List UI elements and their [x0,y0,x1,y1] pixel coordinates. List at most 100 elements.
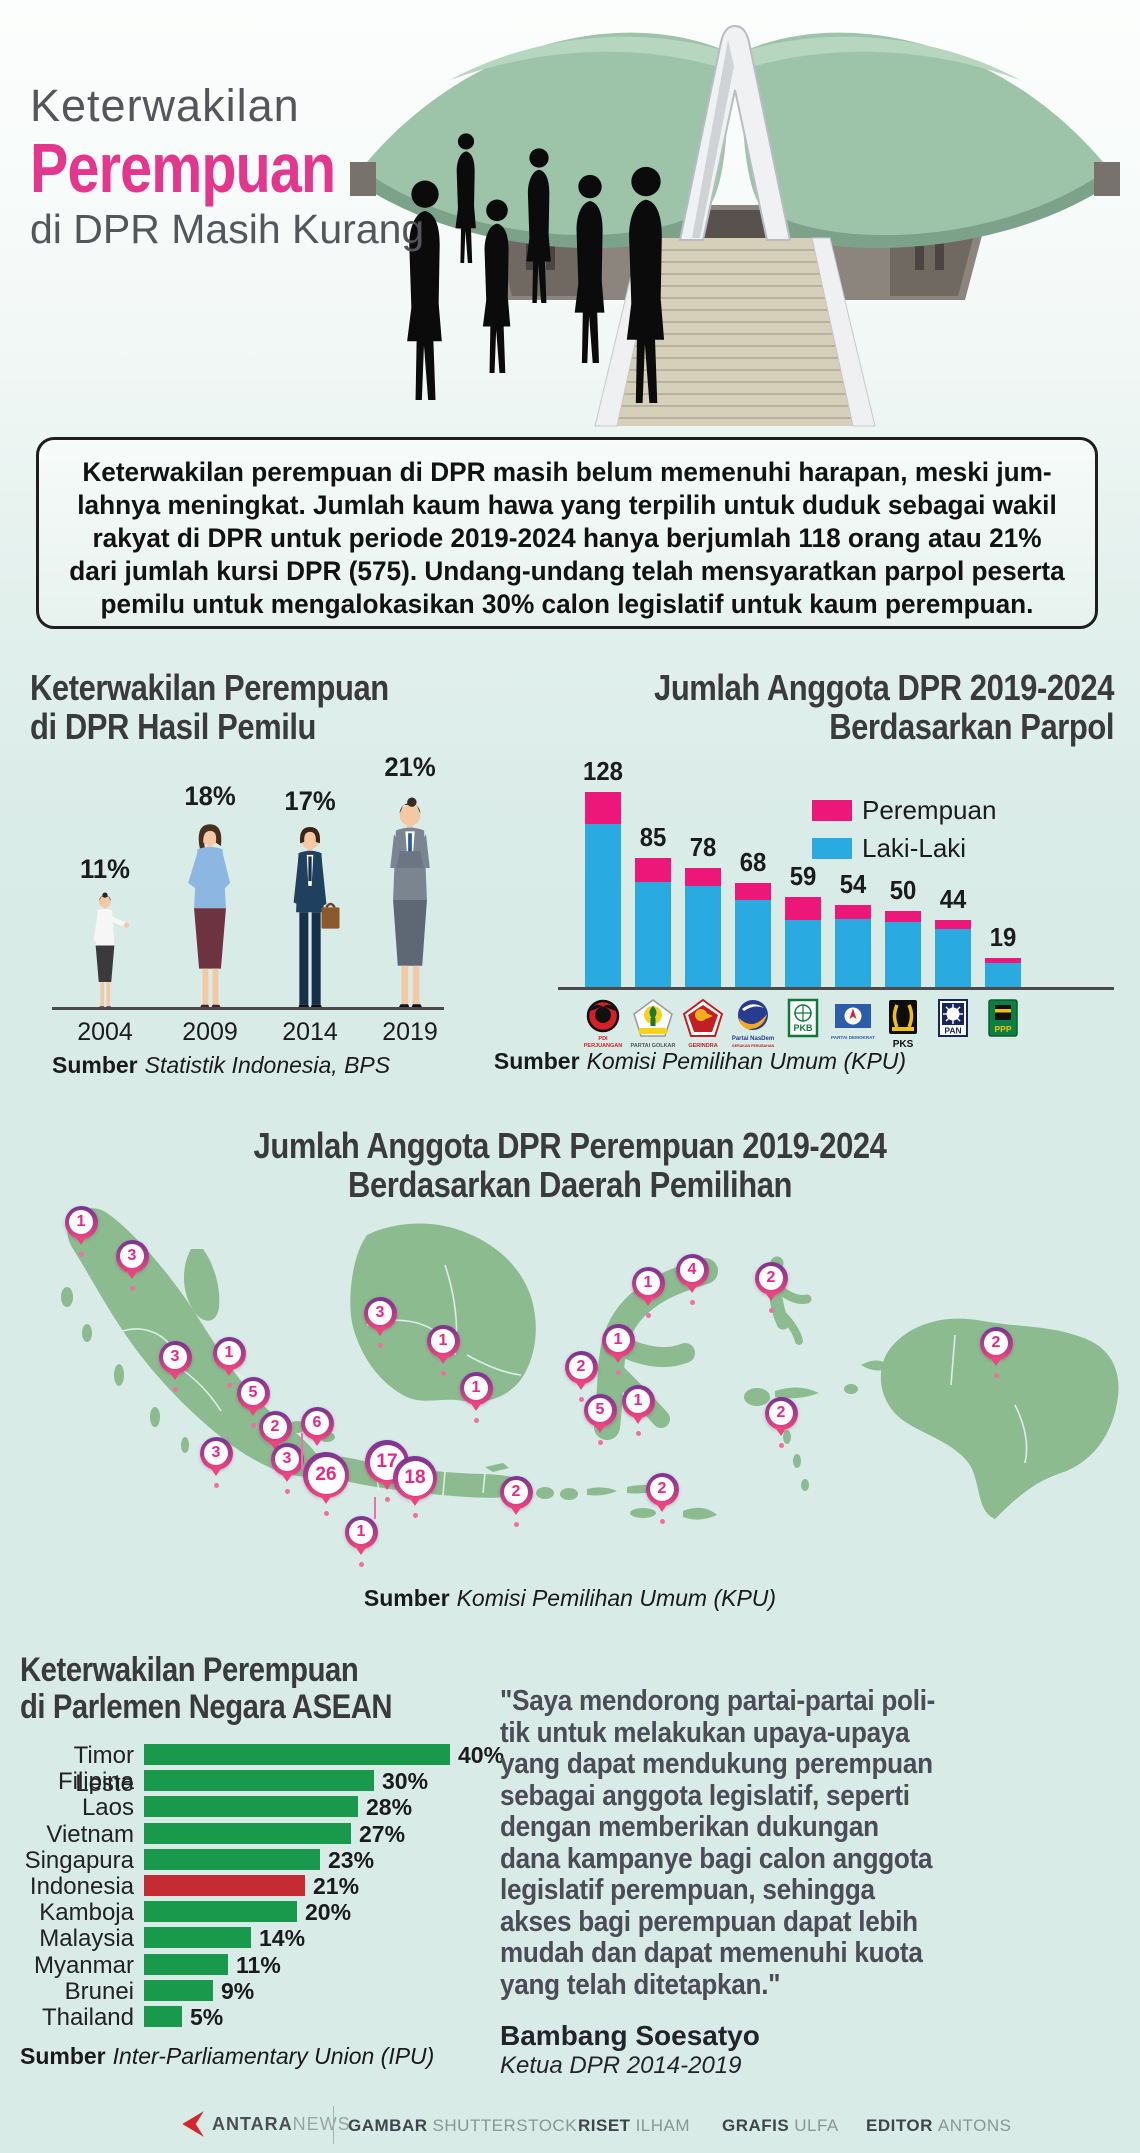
marker-dot [377,1342,383,1348]
svg-text:GERAKAN PERUBAHAN: GERAKAN PERUBAHAN [732,1044,775,1048]
asean-bar [144,1980,213,2001]
party-logo-pkb-icon: PKB [787,998,819,1038]
marker-tail [210,1466,222,1482]
svg-text:PDI: PDI [598,1036,608,1042]
footer-credit: GAMBAR SHUTTERSTOCK [348,2116,578,2135]
parpol-chart-title: Jumlah Anggota DPR 2019-2024 Berdasarkan… [654,667,1114,747]
marker-tail [75,1235,87,1251]
map-marker: 2 [754,1261,788,1313]
map-marker: 1 [64,1205,98,1257]
marker-dot [615,1369,621,1375]
map-marker: 2 [499,1475,533,1527]
marker-value: 3 [204,1441,228,1465]
asean-value-label: 11% [236,1952,281,1978]
map-marker: 1 [344,1515,378,1567]
asean-value-label: 30% [382,1768,429,1794]
parpol-total-label: 50 [889,875,917,905]
asean-country-label: Indonesia [29,1873,134,1900]
parpol-source: Sumber Komisi Pemilihan Umum (KPU) [493,1048,907,1074]
parpol-total-label: 19 [989,922,1017,952]
parpol-total-label: 68 [739,847,767,877]
marker-ring: 3 [363,1296,397,1330]
marker-dot [358,1561,364,1567]
map-marker: 1 [631,1266,665,1318]
parpol-bar [585,792,621,987]
marker-dot [250,1422,256,1428]
party-logo-pkb: PKB [780,998,826,1061]
marker-ring: 5 [236,1376,270,1410]
parpol-bar [935,920,971,987]
asean-value-label: 20% [305,1899,352,1925]
intro-line: rakyat di DPR untuk periode 2019-2024 ha… [92,523,1042,553]
map-marker: 2 [764,1396,798,1448]
marker-ring: 18 [393,1456,437,1500]
marker-tail [990,1356,1002,1372]
bar-segment-perempuan [835,905,871,919]
party-logo-gerindra-icon: GERINDRA [682,998,724,1049]
marker-ring: 1 [601,1323,635,1357]
marker-value: 2 [504,1480,528,1504]
pemilu-year-label: 2014 [282,1018,338,1046]
map-marker: 1 [212,1336,246,1388]
party-logo-golkar-icon: PARTAI GOLKAR [630,999,676,1049]
bar-segment-laki [785,920,821,987]
map-marker: 3 [158,1340,192,1392]
map-title: Jumlah Anggota DPR Perempuan 2019-2024 B… [253,1125,887,1205]
quote-line: tik untuk melakukan upaya-upaya [500,1716,910,1749]
marker-dot [635,1430,641,1436]
svg-text:PKB: PKB [793,1023,813,1033]
asean-bar [144,1849,320,1870]
legend-label: Perempuan [862,795,997,825]
asean-value-label: 21% [313,1873,360,1899]
marker-tail [409,1497,421,1512]
marker-dot [78,1251,84,1257]
quote-line: akses bagi perempuan dapat lebih [500,1905,918,1938]
asean-bar [144,2006,182,2027]
marker-dot [578,1396,584,1402]
parpol-axis-line [558,987,1114,990]
dpr-building-illustration [350,24,1120,427]
marker-tail [374,1326,386,1342]
asean-row: Brunei 9% [20,1978,498,2005]
bar-segment-laki [685,886,721,987]
marker-ring: 2 [979,1326,1013,1360]
asean-bar-chart: Timor Leste 40% Filipina 30% Laos 28% Vietnam 2… [20,1742,504,2036]
bar-segment-perempuan [735,883,771,900]
asean-bar [144,1796,358,1817]
asean-source: Sumber Inter-Parliamentary Union (IPU) [20,2043,435,2069]
footer-credit: RISET ILHAM [578,2116,691,2135]
bar-segment-perempuan [585,792,621,824]
marker-dot [689,1299,695,1305]
marker-tail [437,1354,449,1370]
marker-value: 5 [241,1381,265,1405]
parpol-legend: Perempuan Laki-Laki [812,795,996,871]
marker-tail [575,1380,587,1396]
bar-segment-laki [885,922,921,987]
asean-country-label: Timor Leste [73,1742,134,1797]
title-line-1: Keterwakilan [30,80,300,131]
asean-value-label: 23% [328,1847,375,1873]
antara-news-logo: ANTARA NEWS [178,2110,351,2138]
asean-value-label: 28% [366,1794,413,1820]
pemilu-year-label: 2009 [182,1018,238,1046]
marker-ring: 2 [258,1410,292,1444]
bar-segment-laki [985,963,1021,987]
asean-bar [144,1927,251,1948]
marker-value: 1 [464,1376,488,1400]
asean-bar [144,1901,297,1922]
footer-divider [333,2106,334,2144]
asean-value-label: 5% [190,2004,224,2030]
marker-ring: 6 [300,1406,334,1440]
party-logo-pan-icon: PAN [938,999,968,1037]
marker-tail [355,1545,367,1561]
party-logo-pks: PKS [880,998,926,1061]
pemilu-chart-title: Keterwakilan Perempuan di DPR Hasil Pemi… [30,667,389,747]
marker-tail [775,1426,787,1442]
marker-value: 1 [349,1520,373,1544]
marker-value: 3 [163,1345,187,1369]
marker-ring: 1 [344,1515,378,1549]
marker-value: 2 [984,1331,1008,1355]
pemilu-value-label: 11% [80,854,130,884]
asean-row: Vietnam 27% [20,1821,498,1848]
